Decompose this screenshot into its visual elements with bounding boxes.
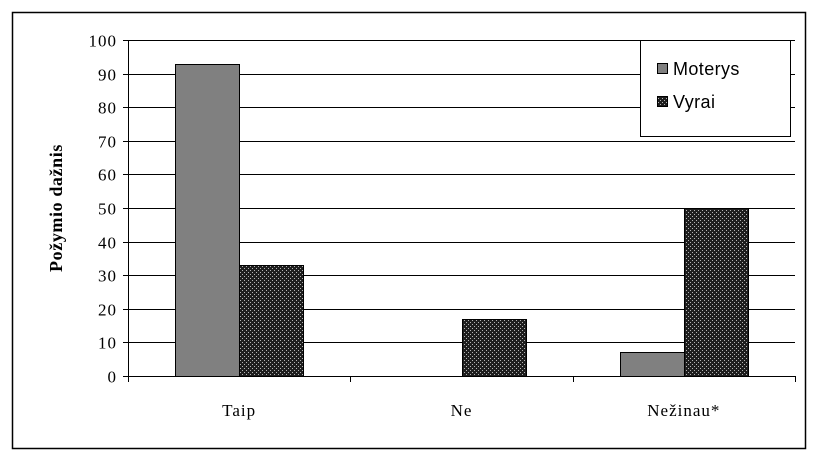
y-tick-label-10: 10	[98, 334, 117, 353]
x-tick-labels: Taip Ne Nežinau*	[222, 401, 720, 420]
bar-vyrai-ne	[462, 319, 527, 377]
legend-box	[640, 40, 791, 137]
legend-label-moterys: Moterys	[673, 59, 740, 79]
y-tick-label-20: 20	[98, 301, 117, 320]
axes	[123, 40, 796, 382]
y-tick-label-40: 40	[98, 234, 117, 253]
y-tick-label-0: 0	[108, 368, 118, 387]
bar-vyrai-nezinau	[684, 208, 749, 377]
legend-label-vyrai: Vyrai	[673, 92, 715, 112]
y-tick-label-70: 70	[98, 133, 117, 152]
x-tick-label-taip: Taip	[222, 401, 256, 420]
y-tick-label-90: 90	[98, 66, 117, 85]
y-tick-label-30: 30	[98, 267, 117, 286]
bar-moterys-taip	[175, 64, 240, 377]
legend-swatch-moterys	[657, 63, 668, 74]
y-tick-label-100: 100	[89, 32, 118, 51]
y-axis-title: Požymio dažnis	[46, 144, 66, 272]
x-tick-label-nezinau: Nežinau*	[647, 401, 720, 420]
bar-vyrai-taip	[239, 265, 304, 377]
bar-moterys-nezinau	[620, 352, 685, 377]
legend: Moterys Vyrai	[640, 40, 791, 137]
y-tick-label-60: 60	[98, 166, 117, 185]
y-tick-label-80: 80	[98, 99, 117, 118]
y-tick-labels: 0 10 20 30 40 50 60 70 80 90 100	[89, 32, 118, 387]
x-tick-label-ne: Ne	[451, 401, 473, 420]
legend-swatch-vyrai	[657, 96, 668, 107]
y-tick-label-50: 50	[98, 200, 117, 219]
